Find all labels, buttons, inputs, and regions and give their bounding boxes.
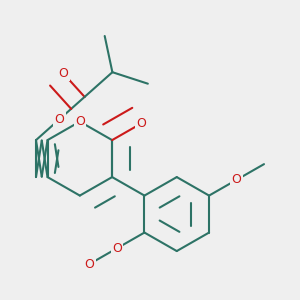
Text: O: O: [112, 242, 122, 255]
Text: O: O: [55, 112, 64, 126]
Text: O: O: [232, 173, 242, 186]
Text: O: O: [58, 67, 68, 80]
Text: O: O: [136, 117, 146, 130]
Text: O: O: [85, 257, 94, 271]
Text: O: O: [75, 115, 85, 128]
